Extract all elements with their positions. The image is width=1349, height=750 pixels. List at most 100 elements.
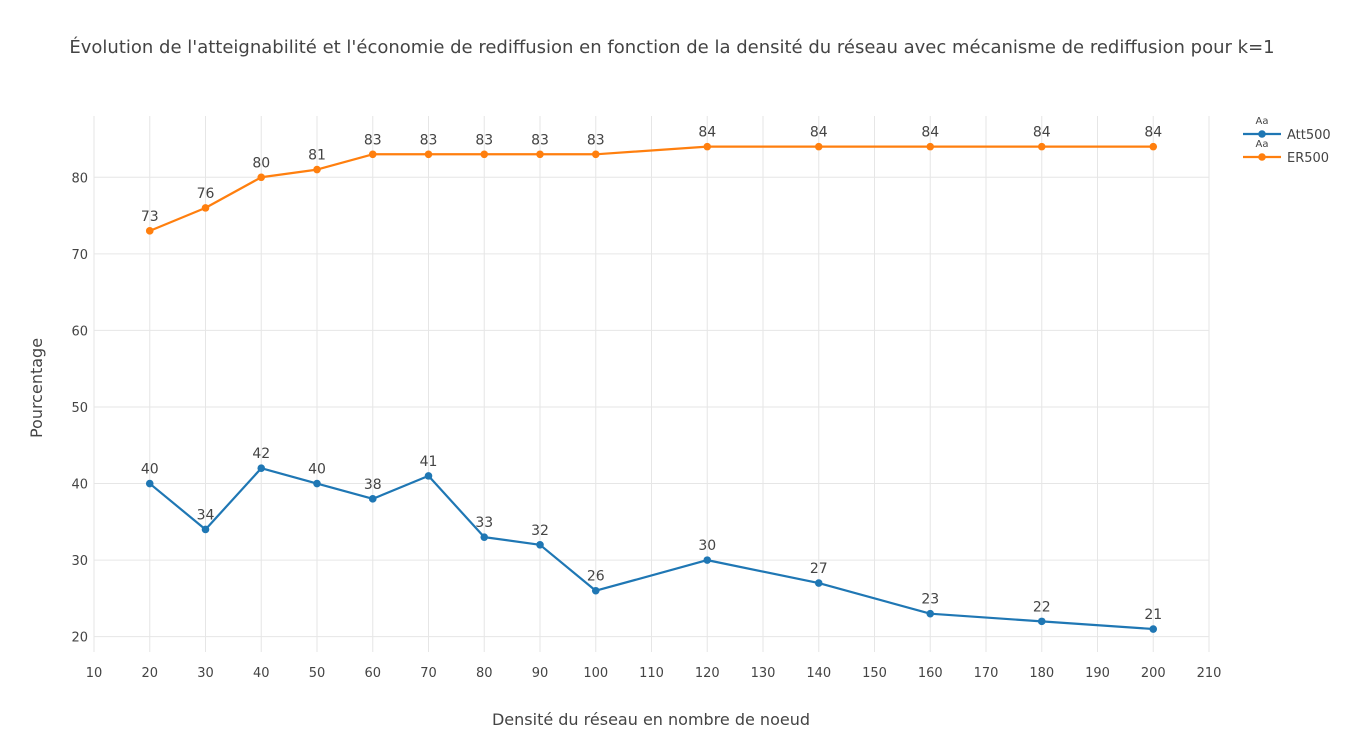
data-label: 84 — [698, 125, 716, 141]
data-point[interactable] — [480, 150, 489, 159]
data-point[interactable] — [145, 479, 154, 488]
data-point[interactable] — [703, 142, 712, 151]
legend-symbol-text: Aa — [1256, 116, 1269, 127]
data-point[interactable] — [480, 533, 489, 541]
data-point[interactable] — [368, 495, 377, 503]
data-label: 38 — [364, 477, 382, 493]
x-tick-label: 150 — [862, 666, 887, 681]
data-label: 83 — [587, 132, 605, 148]
y-tick-label: 40 — [71, 478, 88, 493]
x-tick-label: 70 — [420, 666, 437, 681]
data-label: 41 — [420, 454, 438, 470]
y-tick-label: 20 — [71, 631, 88, 646]
y-axis-ticks: 20 30 40 50 60 70 80 — [71, 171, 88, 645]
data-label: 83 — [475, 132, 493, 148]
y-tick-label: 50 — [71, 401, 88, 416]
data-label: 83 — [364, 132, 382, 148]
data-point[interactable] — [424, 472, 433, 480]
data-point[interactable] — [591, 150, 600, 159]
series-line-att500 — [149, 467, 1154, 631]
series-layer — [145, 142, 1158, 633]
data-point[interactable] — [926, 142, 935, 151]
data-label: 33 — [475, 515, 493, 531]
y-axis-title: Pourcentage — [27, 338, 46, 438]
data-label: 27 — [810, 561, 828, 577]
data-label: 80 — [252, 155, 270, 171]
y-tick-label: 80 — [71, 171, 88, 186]
data-point[interactable] — [257, 464, 266, 473]
data-label: 40 — [308, 462, 326, 478]
data-point[interactable] — [591, 586, 600, 595]
legend-symbol-text: Aa — [1256, 139, 1269, 150]
x-tick-label: 140 — [806, 666, 831, 681]
x-tick-label: 10 — [86, 666, 103, 681]
data-point[interactable] — [424, 150, 433, 159]
data-point[interactable] — [313, 165, 321, 174]
data-label: 73 — [141, 209, 159, 225]
data-point[interactable] — [368, 150, 377, 159]
data-point[interactable] — [1149, 625, 1158, 633]
data-point[interactable] — [1037, 617, 1046, 626]
data-point[interactable] — [814, 142, 823, 151]
data-label: 42 — [252, 446, 270, 462]
series-att500 — [145, 464, 1158, 633]
data-point[interactable] — [257, 173, 266, 182]
data-point[interactable] — [145, 227, 154, 235]
data-point[interactable] — [1149, 142, 1158, 151]
x-axis-ticks: 10 20 30 40 50 60 70 80 90 100 110 120 130 140 150 160 1… — [86, 666, 1222, 681]
x-axis-title: Densité du réseau en nombre de noeud — [492, 710, 810, 729]
data-label: 81 — [308, 148, 326, 164]
data-label: 34 — [197, 507, 215, 523]
x-tick-label: 50 — [309, 666, 326, 681]
x-tick-label: 90 — [532, 666, 549, 681]
data-point[interactable] — [536, 150, 544, 159]
series-line-er500 — [149, 145, 1154, 232]
series-er500 — [145, 142, 1158, 235]
legend-item-att500[interactable]: Aa Att500 — [1243, 116, 1331, 143]
y-tick-label: 60 — [71, 324, 88, 339]
legend-marker — [1258, 130, 1266, 138]
data-point[interactable] — [1037, 142, 1046, 151]
data-label: 26 — [587, 569, 605, 585]
data-labels: 40 34 42 40 38 41 33 32 26 30 27 23 22 21 73 76 80 81 83 83… — [141, 125, 1162, 623]
data-label: 83 — [531, 132, 549, 148]
legend-marker — [1258, 153, 1266, 161]
legend-label: ER500 — [1287, 151, 1329, 166]
data-label: 40 — [141, 462, 159, 478]
data-label: 32 — [531, 523, 549, 539]
data-point[interactable] — [313, 479, 321, 488]
y-tick-label: 70 — [71, 248, 88, 263]
data-label: 84 — [1033, 125, 1051, 141]
x-tick-label: 80 — [476, 666, 493, 681]
x-tick-label: 160 — [918, 666, 943, 681]
data-point[interactable] — [814, 579, 823, 587]
data-label: 23 — [921, 592, 939, 608]
data-point[interactable] — [201, 204, 210, 212]
x-tick-label: 170 — [974, 666, 999, 681]
x-tick-label: 30 — [197, 666, 214, 681]
data-point[interactable] — [703, 556, 712, 564]
data-label: 21 — [1144, 607, 1162, 623]
x-tick-label: 110 — [639, 666, 664, 681]
data-label: 84 — [810, 125, 828, 141]
data-label: 30 — [698, 538, 716, 554]
grid-lines — [93, 116, 1210, 652]
data-point[interactable] — [536, 541, 544, 549]
data-label: 76 — [197, 186, 215, 202]
legend[interactable]: Aa Att500 Aa ER500 — [1243, 116, 1331, 166]
y-tick-label: 30 — [71, 554, 88, 569]
x-tick-label: 120 — [695, 666, 720, 681]
data-point[interactable] — [201, 525, 210, 534]
legend-item-er500[interactable]: Aa ER500 — [1243, 139, 1329, 166]
x-tick-label: 210 — [1197, 666, 1222, 681]
x-tick-label: 190 — [1085, 666, 1110, 681]
x-tick-label: 100 — [583, 666, 608, 681]
x-tick-label: 40 — [253, 666, 270, 681]
data-label: 84 — [1144, 125, 1162, 141]
data-label: 83 — [420, 132, 438, 148]
data-label: 84 — [921, 125, 939, 141]
x-tick-label: 60 — [364, 666, 381, 681]
data-point[interactable] — [926, 609, 935, 618]
x-tick-label: 200 — [1141, 666, 1166, 681]
